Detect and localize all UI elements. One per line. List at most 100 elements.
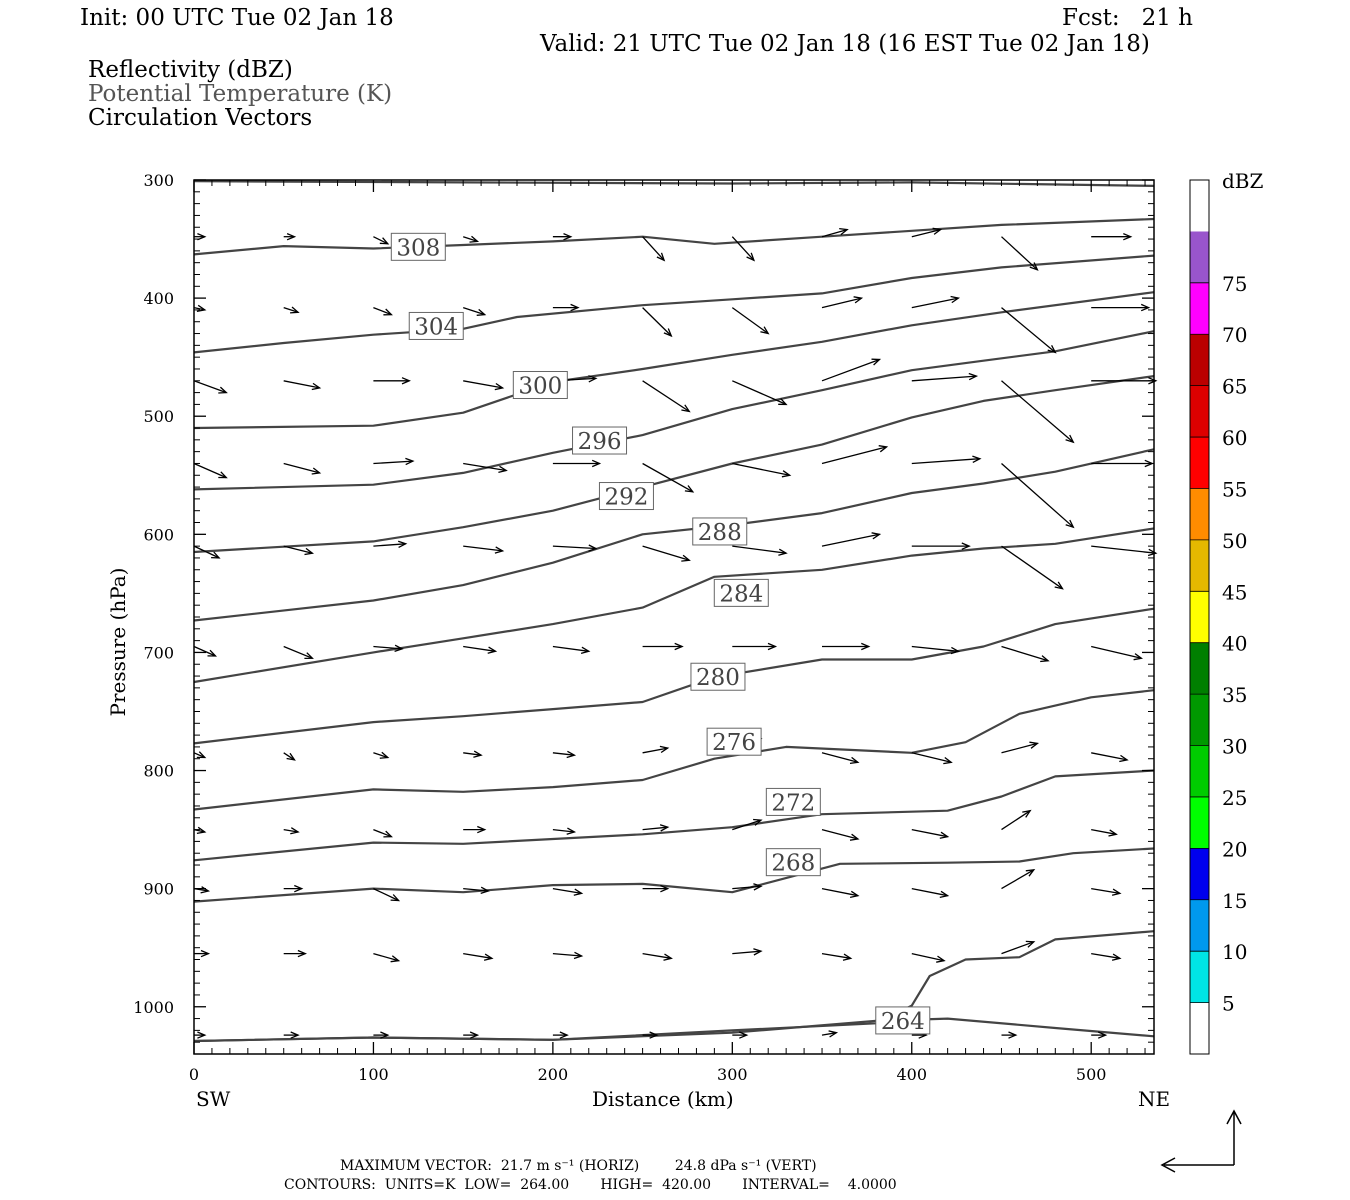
reference-vector-icon: [1160, 1109, 1242, 1173]
vector-shaft-6-1: [283, 752, 295, 761]
x-end-label-ne: NE: [1138, 1087, 1171, 1111]
theta-contour-308: [193, 217, 1155, 256]
vector-head-5-4: [580, 646, 591, 655]
forecast-hour: Fcst: 21 h: [1062, 5, 1193, 31]
vector-head-5-2: [394, 644, 404, 653]
contour-label-box-292: [598, 482, 654, 511]
colorbar-label-15: 15: [1222, 889, 1247, 913]
vector-head-7-7: [849, 833, 860, 841]
vector-head-2-8: [968, 372, 979, 381]
colorbar-segment-11: [1190, 437, 1209, 489]
vector-shaft-6-2: [373, 752, 389, 759]
vector-shaft-6-8: [911, 752, 952, 763]
vector-shaft-2-6: [732, 380, 787, 405]
vector-head-8-1: [294, 884, 304, 893]
theta-contour-296: [193, 330, 1155, 491]
colorbar-label-35: 35: [1222, 683, 1247, 707]
vector-shaft-9-6: [732, 950, 762, 955]
vector-head-9-2: [390, 955, 401, 963]
vector-head-4-4: [588, 544, 598, 552]
y-tick-label-900: 900: [143, 880, 174, 899]
vector-head-1-4: [570, 303, 580, 312]
vector-head-5-9: [1040, 655, 1050, 663]
vector-head-6-2: [379, 751, 390, 759]
vector-head-9-3: [483, 953, 494, 961]
vector-shaft-1-5: [642, 307, 672, 337]
vector-shaft-2-5: [642, 380, 690, 413]
vector-shaft-8-4: [552, 887, 582, 895]
max-vector-note: MAXIMUM VECTOR: 21.7 m s⁻¹ (HORIZ) 24.8 …: [340, 1158, 817, 1174]
vector-head-7-4: [566, 827, 577, 835]
colorbar-label-5: 5: [1222, 992, 1235, 1016]
colorbar-label-25: 25: [1222, 786, 1247, 810]
vector-head-10-3: [469, 1031, 480, 1039]
field-label-reflectivity: Reflectivity (dBZ): [88, 57, 293, 83]
vector-head-7-10: [1108, 829, 1118, 837]
vector-shaft-8-3: [463, 887, 489, 892]
vector-head-10-0: [197, 1031, 207, 1039]
vector-shaft-5-8: [911, 645, 959, 652]
vector-shaft-6-3: [463, 752, 482, 756]
vector-head-9-5: [663, 953, 673, 961]
vector-shaft-4-1: [283, 545, 313, 554]
contour-label-268: 268: [771, 851, 815, 877]
vector-shaft-8-9: [1001, 869, 1035, 890]
vector-head-4-2: [397, 540, 408, 548]
vector-head-1-8: [950, 295, 961, 304]
vector-head-2-5: [681, 404, 691, 413]
colorbar-label-45: 45: [1222, 580, 1247, 604]
vector-head-1-2: [383, 308, 393, 316]
x-axis-label: Distance (km): [592, 1087, 734, 1111]
vector-head-8-3: [480, 886, 490, 895]
contour-label-box-268: [765, 848, 821, 877]
vector-head-2-2: [401, 377, 411, 385]
vector-shaft-4-2: [373, 543, 406, 547]
contour-label-box-284: [713, 578, 769, 607]
contour-label-288: 288: [698, 520, 742, 546]
vector-head-1-9: [1047, 344, 1057, 354]
vector-shaft-3-7: [821, 446, 887, 465]
vector-head-0-7: [839, 227, 849, 236]
vector-head-6-1: [286, 752, 296, 761]
vector-head-5-1: [304, 652, 314, 660]
vector-head-6-5: [659, 745, 670, 754]
vector-shaft-10-7: [821, 1032, 837, 1036]
vector-head-0-10: [1123, 233, 1133, 241]
vector-shaft-5-9: [1001, 645, 1049, 662]
contour-label-304: 304: [414, 314, 458, 340]
vector-shaft-3-1: [283, 462, 320, 474]
vector-shaft-8-7: [821, 887, 859, 897]
colorbar-segment-4: [1190, 796, 1209, 849]
vector-head-9-9: [1025, 940, 1036, 948]
vector-head-1-10: [1140, 303, 1151, 312]
vector-head-3-8: [972, 455, 982, 463]
vector-head-10-4: [559, 1031, 569, 1039]
colorbar-segment-7: [1190, 642, 1209, 695]
colorbar-label-40: 40: [1222, 632, 1247, 656]
vector-shaft-5-10: [1091, 645, 1142, 659]
vector-shaft-4-5: [642, 545, 690, 561]
vector-shaft-7-10: [1091, 828, 1117, 835]
vector-head-8-8: [939, 890, 950, 899]
vector-head-3-4: [591, 459, 602, 468]
vector-head-9-6: [753, 948, 763, 956]
vector-shaft-9-10: [1091, 952, 1121, 959]
contour-label-264: 264: [881, 1009, 925, 1035]
colorbar-label-10: 10: [1222, 940, 1247, 964]
vector-head-8-6: [753, 883, 763, 891]
vector-head-5-3: [487, 646, 498, 654]
vector-shaft-0-6: [731, 236, 755, 261]
contour-label-280: 280: [696, 665, 740, 691]
vector-head-0-4: [563, 233, 573, 241]
y-tick-label-600: 600: [143, 525, 174, 544]
theta-contour-layer: [193, 180, 1155, 1043]
vector-head-8-7: [849, 890, 860, 899]
axis-tick-layer: 300 400 500 600 700 800 900 1000 0 100 200 300 400 50…: [133, 171, 1154, 1084]
vector-head-1-3: [476, 308, 487, 316]
vector-head-9-7: [842, 953, 853, 961]
vector-head-3-1: [311, 467, 322, 475]
theta-contour-280: [193, 607, 1155, 745]
colorbar-segment-9: [1190, 539, 1209, 592]
vector-shaft-3-2: [373, 460, 413, 465]
